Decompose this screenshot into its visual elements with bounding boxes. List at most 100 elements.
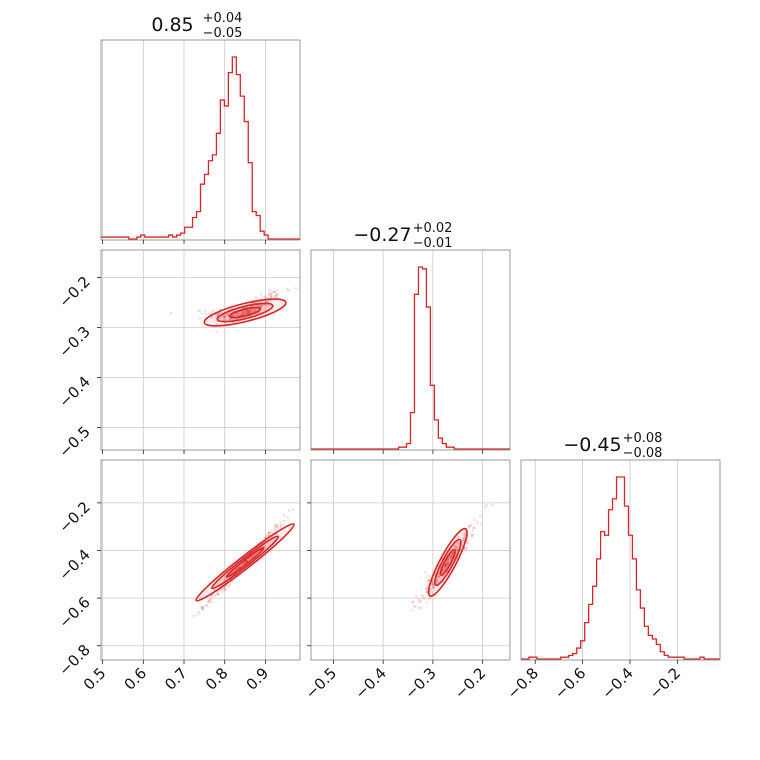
scatter-point (269, 296, 273, 299)
scatter-point (224, 588, 228, 591)
scatter-point (445, 562, 449, 565)
scatter-point (264, 296, 267, 300)
scatter-point (273, 290, 277, 294)
scatter-point (426, 584, 430, 588)
scatter-point (464, 546, 468, 550)
scatter-point (425, 590, 429, 593)
scatter-point (457, 541, 461, 544)
scatter-point (279, 523, 283, 527)
scatter-point (484, 505, 487, 509)
scatter-point (471, 533, 474, 536)
scatter-point (447, 557, 451, 560)
scatter-point (431, 582, 435, 585)
scatter-point (412, 604, 416, 608)
scatter-point (431, 583, 435, 587)
scatter-point (451, 551, 455, 555)
scatter-point (485, 503, 488, 507)
scatter-point (425, 586, 429, 590)
scatter-point (479, 514, 482, 517)
contour-fill-2 (229, 307, 261, 318)
scatter-point (215, 315, 218, 319)
scatter-point (270, 528, 274, 532)
diag-panel-2: −0.27 +0.02−0.01 (310, 221, 511, 454)
contour-line-2 (439, 548, 456, 577)
scatter-panel-1-3: −0.8−0.6−0.4−0.2 (55, 459, 301, 679)
histogram-3 (521, 476, 720, 660)
scatter-point (449, 555, 452, 559)
scatter-point (219, 316, 223, 319)
scatter-point (253, 553, 257, 556)
x-tick-label: −0.8 (504, 664, 542, 702)
scatter-point (241, 313, 244, 317)
scatter-point (247, 311, 250, 314)
scatter-point (218, 312, 221, 315)
scatter-point (411, 600, 415, 604)
scatter-point (422, 597, 426, 600)
scatter-point (248, 309, 252, 312)
scatter-point (196, 309, 200, 312)
scatter-point (426, 587, 429, 591)
title-1-minus: −0.05 (203, 26, 243, 41)
scatter-point (463, 531, 467, 535)
scatter-point (429, 587, 432, 591)
scatter-point (462, 537, 466, 541)
scatter-point (254, 296, 258, 299)
x-tick-label: −0.2 (646, 664, 684, 702)
contour-fill-1 (211, 536, 279, 589)
title-1-plus: +0.04 (203, 11, 243, 26)
title-1: 0.85 (151, 14, 193, 36)
scatter-point (241, 563, 245, 566)
scatter-point (268, 533, 271, 536)
scatter-point (246, 311, 249, 315)
scatter-point (431, 585, 435, 589)
scatter-point (244, 311, 248, 315)
scatter-point (427, 574, 431, 577)
scatter-point (454, 544, 458, 547)
scatter-point (276, 292, 280, 296)
scatter-point (267, 292, 271, 295)
scatter-point (275, 525, 279, 528)
contour-fill-1 (434, 539, 461, 586)
scatter-point (247, 309, 251, 313)
scatter-point (276, 289, 280, 292)
scatter-point (273, 528, 277, 532)
scatter-point (196, 613, 199, 616)
scatter-point (217, 592, 221, 596)
x-tick-label: 0.5 (80, 664, 110, 694)
scatter-point (444, 563, 448, 567)
scatter-point (247, 557, 251, 561)
scatter-point (286, 288, 289, 291)
scatter-point (260, 305, 263, 309)
scatter-point (260, 293, 263, 296)
scatter-panel-2-3 (307, 459, 511, 664)
scatter-point (424, 587, 428, 591)
scatter-point (417, 598, 421, 601)
scatter-point (470, 535, 474, 539)
scatter-point (461, 533, 465, 537)
title-2-value: −0.27 (353, 224, 411, 246)
scatter-point (432, 584, 436, 587)
scatter-point (467, 524, 471, 528)
scatter-point (268, 288, 272, 292)
scatter-point (452, 551, 455, 554)
scatter-point (442, 567, 446, 570)
scatter-point (287, 509, 291, 512)
x-tick-label: 0.6 (121, 664, 151, 694)
scatter-point (204, 312, 207, 316)
scatter-point (240, 313, 244, 317)
scatter-point (469, 523, 473, 527)
scatter-point (245, 310, 249, 314)
scatter-point (247, 310, 250, 313)
scatter-point (446, 561, 449, 565)
scatter-point (238, 565, 242, 569)
scatter-point (208, 598, 212, 602)
scatter-point (430, 581, 434, 584)
contour-fill-2 (440, 549, 456, 576)
scatter-point (266, 300, 270, 304)
scatter-point (235, 313, 238, 316)
contour-line-2 (228, 306, 262, 319)
scatter-point (270, 294, 273, 298)
scatter-point (447, 562, 450, 565)
histogram-2 (311, 266, 510, 450)
scatter-point (446, 561, 450, 565)
